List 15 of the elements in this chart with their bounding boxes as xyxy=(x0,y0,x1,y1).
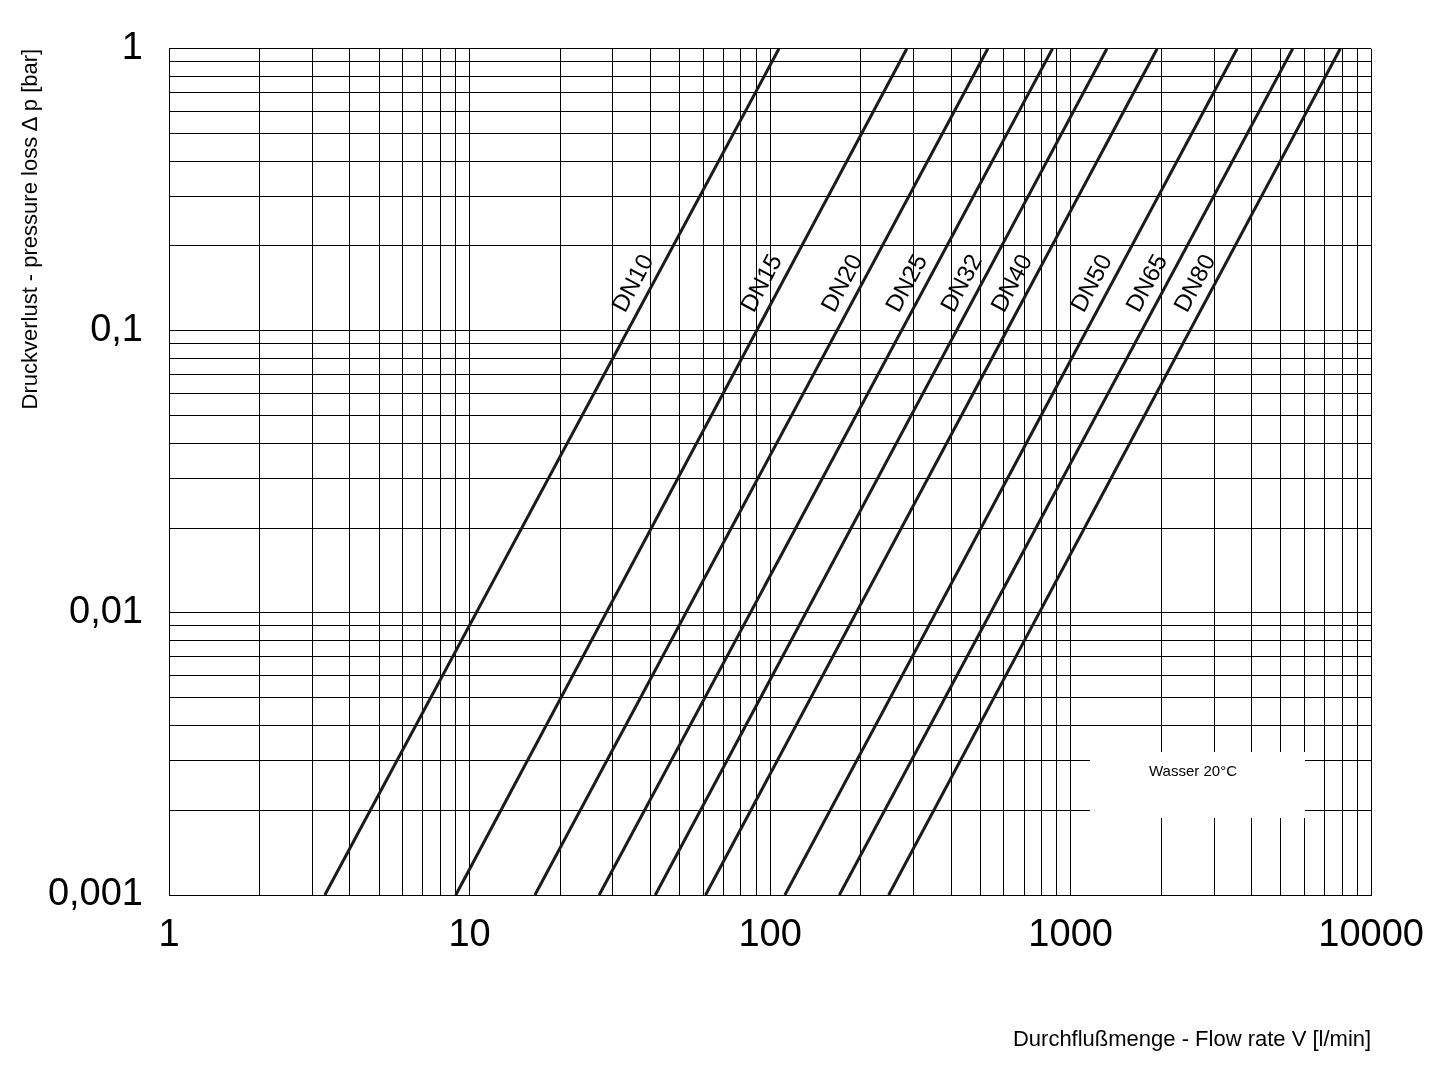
x-tick-label: 1 xyxy=(158,912,180,955)
x-tick-label: 100 xyxy=(738,912,802,955)
text: DN50 xyxy=(1064,249,1118,317)
y-tick-label: 0,1 xyxy=(90,307,143,350)
annotation: Wasser 20°C xyxy=(1149,762,1237,779)
text: DN20 xyxy=(814,249,868,317)
note-box: Wasser 20°C xyxy=(1090,752,1305,818)
y-tick-label: 0,001 xyxy=(47,871,143,914)
y-tick-label: 1 xyxy=(121,25,143,68)
x-axis-title: Durchflußmenge - Flow rate V [l/min] xyxy=(1012,1025,1372,1051)
y-axis-title: Druckverlust - pressure loss ∆ p [bar] xyxy=(17,48,43,410)
x-tick-label: 10 xyxy=(448,912,491,955)
x-tick-label: 10000 xyxy=(1318,912,1424,955)
y-tick-label: 0,01 xyxy=(69,589,143,632)
x-tick-label: 1000 xyxy=(1028,912,1113,955)
